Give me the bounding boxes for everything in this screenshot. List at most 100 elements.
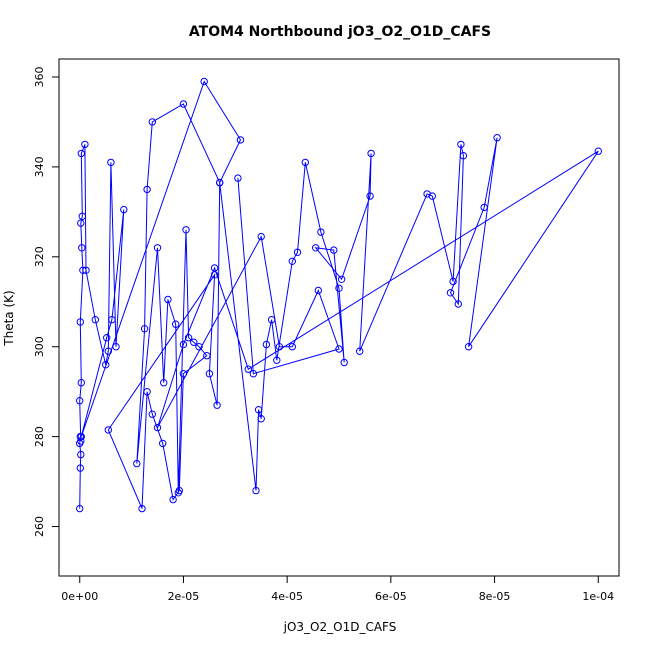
data-point bbox=[262, 340, 271, 349]
data-point bbox=[317, 228, 325, 236]
data-point bbox=[107, 158, 115, 167]
data-point bbox=[252, 486, 260, 495]
data-point bbox=[257, 232, 265, 241]
data-point bbox=[366, 192, 374, 200]
x-tick-label: 4e-05 bbox=[271, 590, 303, 603]
data-point bbox=[76, 397, 84, 405]
y-tick-label: 260 bbox=[33, 516, 46, 537]
data-point bbox=[216, 178, 224, 187]
data-point bbox=[153, 423, 162, 432]
data-point bbox=[267, 316, 276, 324]
data-point bbox=[153, 244, 162, 252]
data-point bbox=[133, 459, 141, 468]
data-point bbox=[210, 264, 219, 272]
x-tick-label: 8e-05 bbox=[479, 590, 511, 603]
data-point bbox=[446, 289, 455, 297]
data-point bbox=[140, 325, 149, 333]
y-tick-label: 340 bbox=[33, 156, 46, 177]
data-point bbox=[449, 277, 457, 286]
data-point bbox=[138, 504, 146, 513]
data-point bbox=[78, 244, 86, 252]
data-point bbox=[213, 401, 221, 409]
y-axis: 260 280 300 320 340 360 bbox=[33, 66, 59, 537]
data-point bbox=[340, 358, 348, 367]
x-tick-label: 6e-05 bbox=[375, 590, 407, 603]
data-point bbox=[148, 410, 157, 418]
data-point bbox=[76, 504, 84, 513]
data-point bbox=[273, 356, 281, 364]
data-point bbox=[76, 318, 85, 326]
data-point bbox=[480, 203, 488, 212]
data-point bbox=[143, 185, 151, 194]
data-point bbox=[234, 174, 242, 182]
data-point bbox=[77, 432, 86, 441]
y-axis-label: Theta (K) bbox=[2, 290, 16, 346]
data-point bbox=[148, 118, 157, 126]
data-point bbox=[91, 316, 100, 324]
data-point bbox=[78, 212, 87, 221]
chart-title: ATOM4 Northbound jO3_O2_O1D_CAFS bbox=[189, 24, 491, 40]
data-point bbox=[293, 248, 302, 257]
y-tick-label: 300 bbox=[33, 336, 46, 357]
data-point bbox=[159, 439, 167, 448]
y-tick-label: 320 bbox=[33, 246, 46, 267]
data-point bbox=[337, 275, 346, 283]
series-polyline bbox=[79, 80, 599, 509]
data-point bbox=[457, 140, 465, 149]
data-point bbox=[314, 286, 322, 295]
data-point bbox=[169, 495, 177, 504]
data-point bbox=[108, 316, 116, 324]
data-point bbox=[160, 379, 168, 387]
data-point bbox=[236, 136, 245, 144]
data-point bbox=[428, 192, 436, 200]
data-point bbox=[195, 343, 203, 351]
data-point bbox=[102, 361, 110, 369]
data-point bbox=[335, 345, 343, 353]
data-point bbox=[335, 284, 343, 292]
series-points bbox=[76, 77, 602, 513]
data-point bbox=[464, 343, 473, 351]
data-point bbox=[77, 450, 85, 459]
data-point bbox=[179, 340, 188, 349]
series-line bbox=[79, 80, 599, 509]
data-point bbox=[200, 77, 208, 86]
data-point bbox=[254, 406, 263, 414]
data-point bbox=[205, 370, 214, 378]
data-point bbox=[249, 370, 258, 378]
data-point bbox=[184, 334, 193, 342]
data-point bbox=[120, 205, 128, 214]
data-point bbox=[244, 365, 253, 373]
data-point bbox=[104, 347, 113, 355]
data-point bbox=[312, 244, 320, 252]
data-point bbox=[164, 295, 172, 304]
data-point bbox=[275, 343, 284, 351]
data-point bbox=[77, 219, 85, 227]
data-point bbox=[77, 379, 86, 387]
data-point bbox=[143, 388, 151, 396]
data-point bbox=[103, 334, 111, 342]
data-point bbox=[172, 320, 180, 328]
data-point bbox=[367, 149, 375, 158]
y-tick-label: 360 bbox=[33, 66, 46, 87]
data-point bbox=[330, 246, 338, 254]
x-tick-label: 2e-05 bbox=[168, 590, 200, 603]
data-point bbox=[77, 437, 85, 445]
x-axis-label: jO3_O2_O1D_CAFS bbox=[283, 620, 397, 634]
data-point bbox=[182, 226, 190, 234]
y-tick-label: 280 bbox=[33, 426, 46, 447]
data-point bbox=[257, 415, 265, 423]
data-point bbox=[79, 266, 87, 274]
data-point bbox=[493, 134, 501, 142]
data-point bbox=[301, 158, 309, 167]
data-point bbox=[459, 152, 468, 160]
data-point bbox=[356, 347, 364, 355]
data-point bbox=[82, 266, 90, 274]
data-point bbox=[454, 300, 462, 308]
data-point bbox=[76, 464, 85, 472]
plot-frame bbox=[58, 58, 620, 577]
data-point bbox=[77, 149, 86, 158]
data-point bbox=[179, 370, 188, 378]
x-tick-label: 0e+00 bbox=[61, 590, 98, 603]
